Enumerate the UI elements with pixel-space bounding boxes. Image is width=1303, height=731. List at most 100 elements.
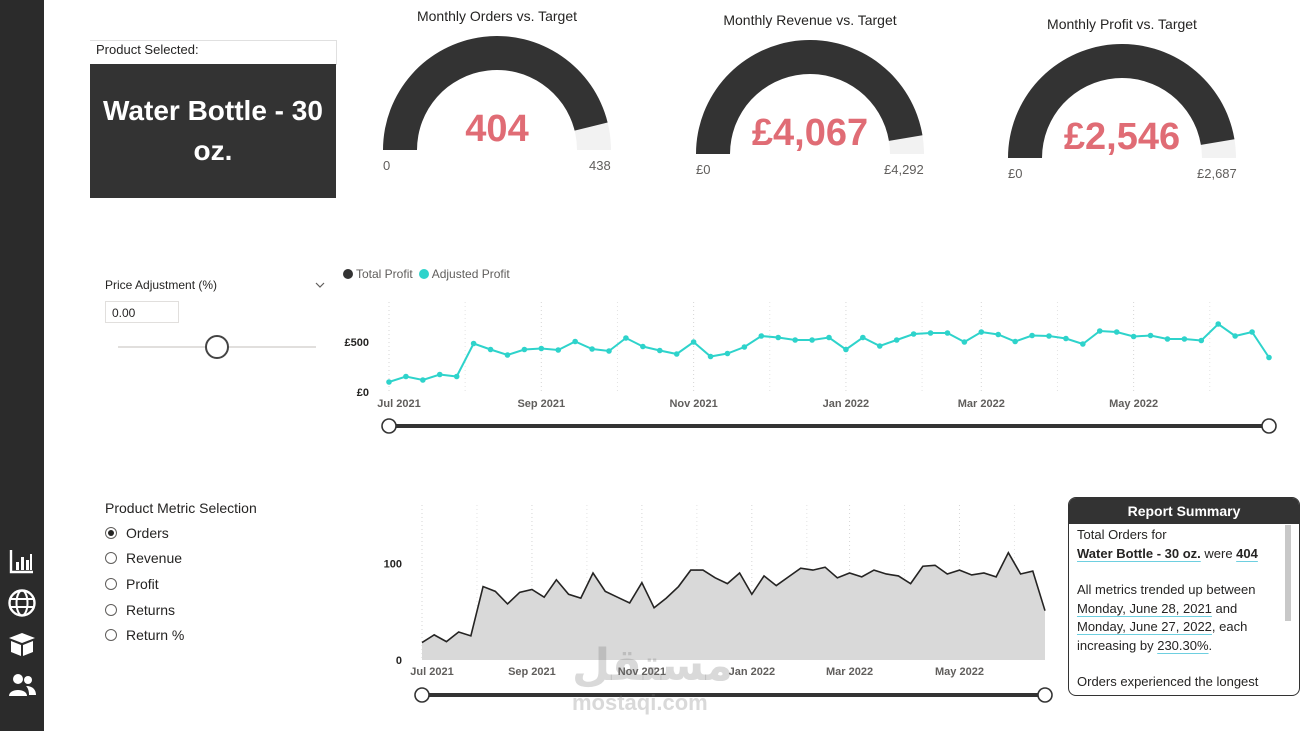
- data-point: [775, 334, 782, 341]
- x-tick-label: Nov 2021: [618, 666, 666, 678]
- gauge-value: £2,546: [1063, 116, 1181, 158]
- price-adjustment-input[interactable]: 0.00: [105, 301, 179, 323]
- x-tick-label: Sep 2021: [508, 666, 556, 678]
- data-point: [386, 379, 392, 385]
- box-icon[interactable]: [6, 628, 38, 660]
- data-point: [1130, 333, 1137, 340]
- x-tick-label: May 2022: [935, 666, 984, 678]
- legend-swatch-total-profit: [343, 269, 353, 279]
- report-summary-title: Report Summary: [1069, 498, 1299, 524]
- data-point: [656, 347, 663, 354]
- left-nav-rail: [0, 0, 44, 731]
- x-tick-label: Jul 2021: [410, 666, 453, 678]
- users-icon[interactable]: [6, 669, 38, 701]
- data-point: [910, 331, 917, 337]
- data-point: [420, 377, 426, 383]
- report-summary-text: Total Orders for Water Bottle - 30 oz. w…: [1069, 524, 1299, 692]
- radio-button[interactable]: [105, 552, 117, 564]
- radio-orders[interactable]: Orders: [105, 525, 169, 541]
- gauge-arc: [696, 40, 924, 154]
- data-point: [470, 340, 477, 347]
- bar-chart-icon[interactable]: [6, 545, 38, 577]
- radio-label: Orders: [126, 525, 169, 541]
- gauge-max: £2,687: [1197, 166, 1237, 181]
- data-point: [961, 339, 968, 345]
- gauge-arc: [383, 36, 611, 150]
- data-point: [640, 343, 646, 350]
- radio-return-pct[interactable]: Return %: [105, 627, 184, 643]
- summary-line: Orders experienced the longest: [1077, 674, 1259, 689]
- data-point: [893, 337, 900, 343]
- watermark-logo: مستقل: [572, 640, 733, 691]
- x-tick-label: Sep 2021: [517, 398, 565, 410]
- x-tick-label: Mar 2022: [826, 666, 873, 678]
- data-point: [1198, 337, 1205, 344]
- y-tick-label: 100: [384, 558, 402, 570]
- product-name: Water Bottle - 30 oz.: [103, 95, 323, 166]
- summary-total: 404: [1236, 545, 1258, 561]
- series-line: [388, 322, 1270, 383]
- data-point: [521, 346, 528, 353]
- gauge-min: £0: [696, 162, 711, 177]
- x-tick-label: Jul 2021: [377, 398, 420, 410]
- product-card-header: Product Selected:: [90, 40, 337, 65]
- radio-label: Return %: [126, 627, 185, 643]
- gauge-arc: [1008, 44, 1236, 158]
- radio-button[interactable]: [105, 578, 117, 590]
- price-slider-thumb[interactable]: [205, 335, 229, 359]
- radio-revenue[interactable]: Revenue: [105, 550, 182, 566]
- gauge-value: £4,067: [751, 112, 869, 154]
- summary-text: , each increasing by: [1077, 619, 1248, 653]
- data-point: [623, 335, 629, 341]
- price-adjustment-label: Price Adjustment (%): [105, 278, 218, 292]
- radio-returns[interactable]: Returns: [105, 602, 175, 618]
- summary-text: and: [1211, 600, 1238, 616]
- data-point: [1164, 336, 1171, 342]
- report-summary-panel: Report Summary Total Orders for Water Bo…: [1068, 497, 1300, 696]
- x-tick-label: Mar 2022: [958, 398, 1005, 410]
- radio-button[interactable]: [105, 629, 117, 641]
- data-point: [589, 346, 595, 352]
- data-point: [792, 337, 798, 343]
- data-point: [403, 373, 409, 380]
- radio-profit[interactable]: Profit: [105, 576, 159, 592]
- range-slider-handle[interactable]: [414, 687, 430, 703]
- range-slider-handle[interactable]: [381, 418, 397, 434]
- summary-scrollbar[interactable]: [1285, 525, 1291, 621]
- data-point: [944, 330, 951, 336]
- summary-date-end: Monday, June 27, 2022: [1077, 619, 1212, 634]
- orders-area-chart: 100 0 Jul 2021 Sep 2021 Nov 2021 Jan 2022 Mar …: [384, 505, 1053, 703]
- x-tick-label: Jan 2022: [729, 666, 775, 678]
- legend-item-adjusted-profit: Adjusted Profit: [431, 267, 510, 281]
- gauge-value: 404: [465, 108, 529, 150]
- data-point: [555, 347, 562, 353]
- globe-icon[interactable]: [6, 587, 38, 619]
- radio-label: Revenue: [126, 550, 183, 566]
- y-tick-label: £0: [357, 387, 369, 399]
- gauge-title: Monthly Revenue vs. Target: [723, 12, 897, 28]
- data-point: [707, 353, 714, 360]
- summary-date-start: Monday, June 28, 2021: [1077, 600, 1212, 616]
- radio-button[interactable]: [105, 604, 117, 616]
- summary-text: .: [1208, 637, 1213, 653]
- data-point: [1147, 332, 1154, 339]
- data-point: [1232, 333, 1238, 339]
- gauge-revenue: Monthly Revenue vs. Target £4,067 £0 £4,…: [680, 12, 940, 177]
- range-slider-handle[interactable]: [1037, 687, 1053, 703]
- legend-swatch-adjusted-profit: [418, 269, 429, 279]
- gauge-title: Monthly Orders vs. Target: [416, 8, 578, 24]
- data-point: [1181, 336, 1188, 342]
- data-point: [453, 373, 460, 380]
- metric-selection-label: Product Metric Selection: [105, 500, 257, 516]
- gauge-min: 0: [383, 158, 391, 173]
- gauge-title: Monthly Profit vs. Target: [1047, 16, 1197, 32]
- gauge-fill: [1008, 44, 1235, 158]
- data-point: [487, 346, 494, 353]
- data-point: [1080, 341, 1086, 347]
- range-slider-handle[interactable]: [1261, 418, 1277, 434]
- data-point: [809, 337, 815, 343]
- radio-button[interactable]: [105, 527, 117, 539]
- data-point: [1096, 328, 1103, 334]
- data-point: [843, 346, 849, 353]
- chevron-down-icon[interactable]: [314, 278, 326, 290]
